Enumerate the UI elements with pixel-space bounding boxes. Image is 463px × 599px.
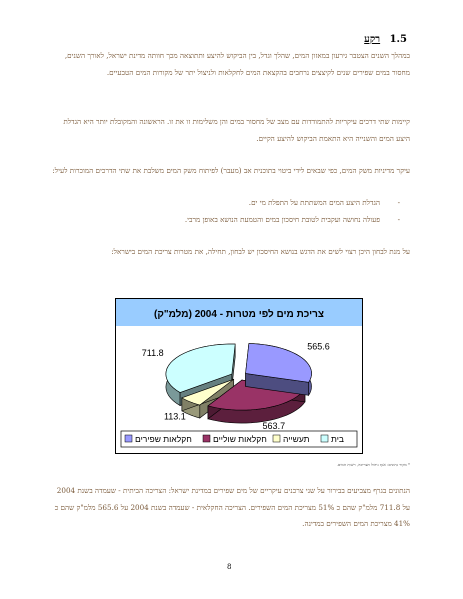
value-labels: 711.8 113.1 563.7 565.6: [142, 342, 330, 431]
legend-swatch: [202, 434, 211, 443]
bullet-item: - הגדלת היצע המים המשתתת על התפלת מי ים.: [248, 198, 400, 207]
legend-label: בית: [331, 434, 344, 444]
pie-value-label: 565.6: [307, 342, 330, 352]
pie-slice: [245, 343, 312, 383]
chart-legend: חקלאות שפירים חקלאות שוליים תעשייה בית: [120, 430, 358, 448]
legend-box: [120, 430, 358, 448]
pie-chart: צריכת מים לפי מטרות - 2004 (מלמ"ק) 711.8…: [115, 298, 363, 454]
chart-title-bar: [116, 299, 362, 326]
pie-chart-svg: צריכת מים לפי מטרות - 2004 (מלמ"ק) 711.8…: [115, 298, 363, 454]
paragraph-5: הנתונים בגרף מצביעים בבירור על שני צרכני…: [54, 486, 410, 529]
section-number: 1.5: [389, 34, 407, 45]
bullet-item: - פעולה נחושה ועקבית לטובת חיסכון במים וה…: [184, 214, 400, 224]
pie-slice: [165, 343, 236, 393]
legend-swatch: [320, 434, 329, 443]
bullet-text: הגדלת היצע המים המשתתת על התפלת מי ים.: [248, 198, 380, 207]
legend-label: חקלאות שוליים: [213, 434, 267, 444]
pie-value-label: 563.7: [263, 421, 286, 431]
section-heading: 1.5 רקע: [364, 34, 407, 45]
pie-slice: [181, 379, 234, 406]
paragraph-2: קיימות שתי דרכים עיקריות להתמודדות עם מצ…: [63, 117, 410, 143]
paragraph-1: במהלך השנים הצטבר גירעון במאזון המים, שה…: [64, 51, 410, 77]
chart-title: צריכת מים לפי מטרות - 2004 (מלמ"ק): [154, 308, 324, 320]
paragraph-3: עיקר מדיניות משק המים, כפי שבאים לידי בי…: [52, 166, 410, 175]
pie-value-label: 113.1: [164, 412, 186, 422]
footnote: * מקור נתונים: אגף ניהול הצריכה, רשות המ…: [336, 462, 410, 467]
legend-label: חקלאות שפירים: [135, 434, 192, 444]
bullet-list: - הגדלת היצע המים המשתתת על התפלת מי ים. …: [52, 195, 400, 228]
pie-slices: [165, 343, 312, 424]
bullet-text: פעולה נחושה ועקבית לטובת חיסכון במים והט…: [184, 214, 380, 224]
pie-value-label: 711.8: [142, 348, 164, 358]
page-number: 8: [227, 563, 232, 571]
legend-swatch: [272, 434, 281, 443]
legend-swatch: [124, 434, 133, 443]
section-title: רקע: [364, 34, 381, 45]
legend-label: תעשייה: [283, 434, 310, 444]
paragraph-4: על מנת לבחון היכן רצוי לשים את הדגש בנוש…: [111, 247, 410, 256]
